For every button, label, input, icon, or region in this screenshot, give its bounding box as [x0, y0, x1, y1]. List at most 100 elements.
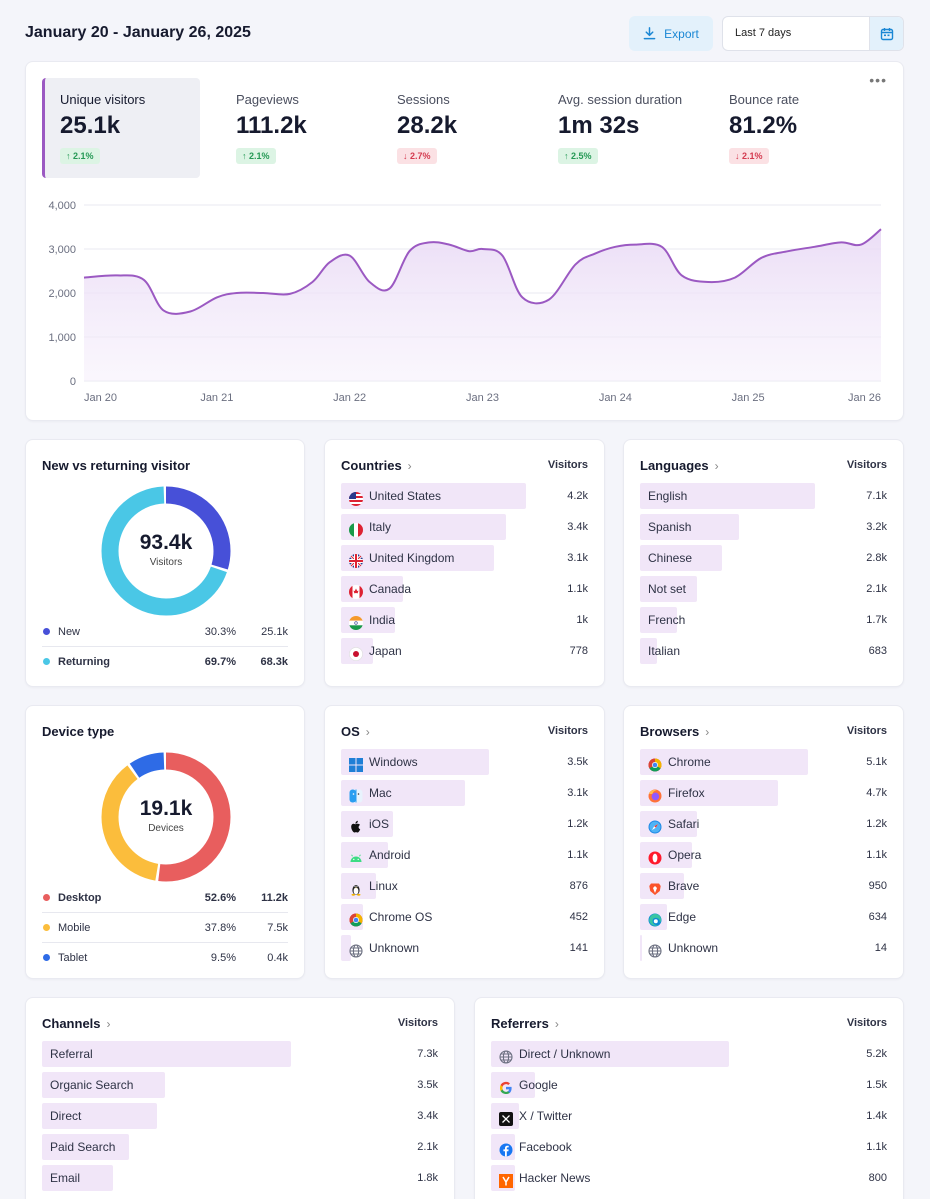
list-item[interactable]: Italian 683	[640, 638, 887, 664]
panel-title-label: Countries	[341, 458, 402, 473]
list-item[interactable]: iOS 1.2k	[341, 811, 588, 837]
list-item[interactable]: Safari 1.2k	[640, 811, 887, 837]
list-item[interactable]: Facebook 1.1k	[491, 1134, 887, 1160]
list-item-value: 4.2k	[567, 490, 588, 502]
list-item[interactable]: Unknown 14	[640, 935, 887, 961]
panel-title[interactable]: Countries ›	[341, 458, 412, 473]
japan-flag-icon	[349, 644, 363, 661]
y-tick-label: 1,000	[48, 332, 76, 344]
metric-tile[interactable]: Pageviews 111.2k ↑ 2.1%	[218, 78, 376, 178]
list-item[interactable]: Italy 3.4k	[341, 514, 588, 540]
more-options-icon[interactable]: •••	[869, 72, 887, 88]
list-item[interactable]: India 1k	[341, 607, 588, 633]
list-item[interactable]: United States 4.2k	[341, 483, 588, 509]
list-item-value: 1.1k	[866, 1141, 887, 1153]
list-item-label-wrap: iOS	[349, 811, 389, 837]
list-item-value: 3.1k	[567, 787, 588, 799]
metric-change-badge: ↓ 2.1%	[729, 148, 769, 164]
metric-label: Pageviews	[236, 92, 299, 107]
list-item[interactable]: Chrome 5.1k	[640, 749, 887, 775]
legend-row-returning[interactable]: Returning 69.7% 68.3k	[42, 647, 288, 677]
y-tick-label: 3,000	[48, 244, 76, 256]
list-item[interactable]: X / Twitter 1.4k	[491, 1103, 887, 1129]
list-item[interactable]: Spanish 3.2k	[640, 514, 887, 540]
list-item[interactable]: Windows 3.5k	[341, 749, 588, 775]
metric-change-badge: ↓ 2.7%	[397, 148, 437, 164]
export-button[interactable]: Export	[629, 16, 713, 51]
panel-title[interactable]: Referrers ›	[491, 1016, 559, 1031]
finder-icon	[349, 786, 363, 803]
panel-title[interactable]: Channels ›	[42, 1016, 111, 1031]
legend-name: Tablet	[58, 952, 88, 964]
list-item[interactable]: Chinese 2.8k	[640, 545, 887, 571]
list-item-label-wrap: Email	[50, 1165, 80, 1191]
list-item-label: Safari	[668, 817, 700, 831]
list-item[interactable]: Referral 7.3k	[42, 1041, 438, 1067]
metric-tile[interactable]: Unique visitors 25.1k ↑ 2.1%	[42, 78, 200, 178]
list-item-value: 876	[569, 880, 588, 892]
list-item-label-wrap: Referral	[50, 1041, 93, 1067]
metric-tile[interactable]: Avg. session duration 1m 32s ↑ 2.5%	[540, 78, 698, 178]
x-tick-label: Jan 24	[599, 392, 632, 404]
calendar-button[interactable]	[869, 17, 903, 50]
list-item-label-wrap: Mac	[349, 780, 392, 806]
list-item-label-wrap: Organic Search	[50, 1072, 133, 1098]
list-item[interactable]: Unknown 141	[341, 935, 588, 961]
panel-title[interactable]: OS ›	[341, 724, 370, 739]
legend-row-desktop[interactable]: Desktop 52.6% 11.2k	[42, 883, 288, 913]
list-item[interactable]: Japan 778	[341, 638, 588, 664]
list-item[interactable]: Linux 876	[341, 873, 588, 899]
x-tick-label: Jan 23	[466, 392, 499, 404]
list-item[interactable]: Direct 3.4k	[42, 1103, 438, 1129]
list-item[interactable]: English 7.1k	[640, 483, 887, 509]
legend-row-new[interactable]: New 30.3% 25.1k	[42, 617, 288, 647]
donut-slice-desktop[interactable]	[101, 752, 231, 882]
list-item[interactable]: Canada 1.1k	[341, 576, 588, 602]
list-item-value: 1.4k	[866, 1110, 887, 1122]
list-item[interactable]: United Kingdom 3.1k	[341, 545, 588, 571]
donut-slice-new[interactable]	[101, 486, 231, 616]
languages-card: Languages › Visitors English 7.1k Spanish 3.2k…	[623, 439, 904, 687]
list-item[interactable]: Direct / Unknown 5.2k	[491, 1041, 887, 1067]
metric-tile[interactable]: Bounce rate 81.2% ↓ 2.1%	[711, 78, 869, 178]
donut-total: 19.1k	[139, 797, 193, 820]
list-item[interactable]: Google 1.5k	[491, 1072, 887, 1098]
donut-slice-mobile[interactable]	[101, 752, 231, 882]
panel-title[interactable]: Languages ›	[640, 458, 719, 473]
visitors-trend-chart: 4,000 3,000 2,000 1,000 0 Jan 20 Jan 21 Jan 22 J…	[48, 200, 882, 404]
list-item[interactable]: Email 1.8k	[42, 1165, 438, 1191]
metric-tile[interactable]: Sessions 28.2k ↓ 2.7%	[379, 78, 537, 178]
donut-slice-returning[interactable]	[101, 486, 231, 616]
list-item-label-wrap: Edge	[648, 904, 696, 930]
panel-title[interactable]: Browsers ›	[640, 724, 709, 739]
list-item-label: Canada	[369, 582, 412, 596]
list-item[interactable]: Opera 1.1k	[640, 842, 887, 868]
column-header-visitors: Visitors	[846, 459, 887, 471]
list-item-label-wrap: Unknown	[648, 935, 718, 961]
italy-flag-icon	[349, 520, 363, 537]
value-bar	[640, 749, 808, 775]
list-item[interactable]: Mac 3.1k	[341, 780, 588, 806]
column-header-visitors: Visitors	[846, 725, 887, 737]
period-select[interactable]: Last 7 days	[722, 16, 904, 51]
list-item[interactable]: French 1.7k	[640, 607, 887, 633]
donut-total-label: Visitors	[149, 557, 183, 568]
list-item[interactable]: Android 1.1k	[341, 842, 588, 868]
list-item[interactable]: Hacker News 800	[491, 1165, 887, 1191]
value-bar	[640, 873, 685, 899]
list-item[interactable]: Chrome OS 452	[341, 904, 588, 930]
legend-row-tablet[interactable]: Tablet 9.5% 0.4k	[42, 943, 288, 973]
legend-row-mobile[interactable]: Mobile 37.8% 7.5k	[42, 913, 288, 943]
list-item-label-wrap: Japan	[349, 638, 402, 664]
list-item-label-wrap: Firefox	[648, 780, 705, 806]
list-item[interactable]: Not set 2.1k	[640, 576, 887, 602]
list-item[interactable]: Edge 634	[640, 904, 887, 930]
list-item[interactable]: Brave 950	[640, 873, 887, 899]
list-item-label: Google	[519, 1078, 558, 1092]
list-item[interactable]: Organic Search 3.5k	[42, 1072, 438, 1098]
metric-label: Bounce rate	[729, 92, 800, 107]
list-item[interactable]: Firefox 4.7k	[640, 780, 887, 806]
list-item-label-wrap: Italian	[648, 638, 680, 664]
hacker-news-icon	[499, 1171, 513, 1188]
list-item[interactable]: Paid Search 2.1k	[42, 1134, 438, 1160]
